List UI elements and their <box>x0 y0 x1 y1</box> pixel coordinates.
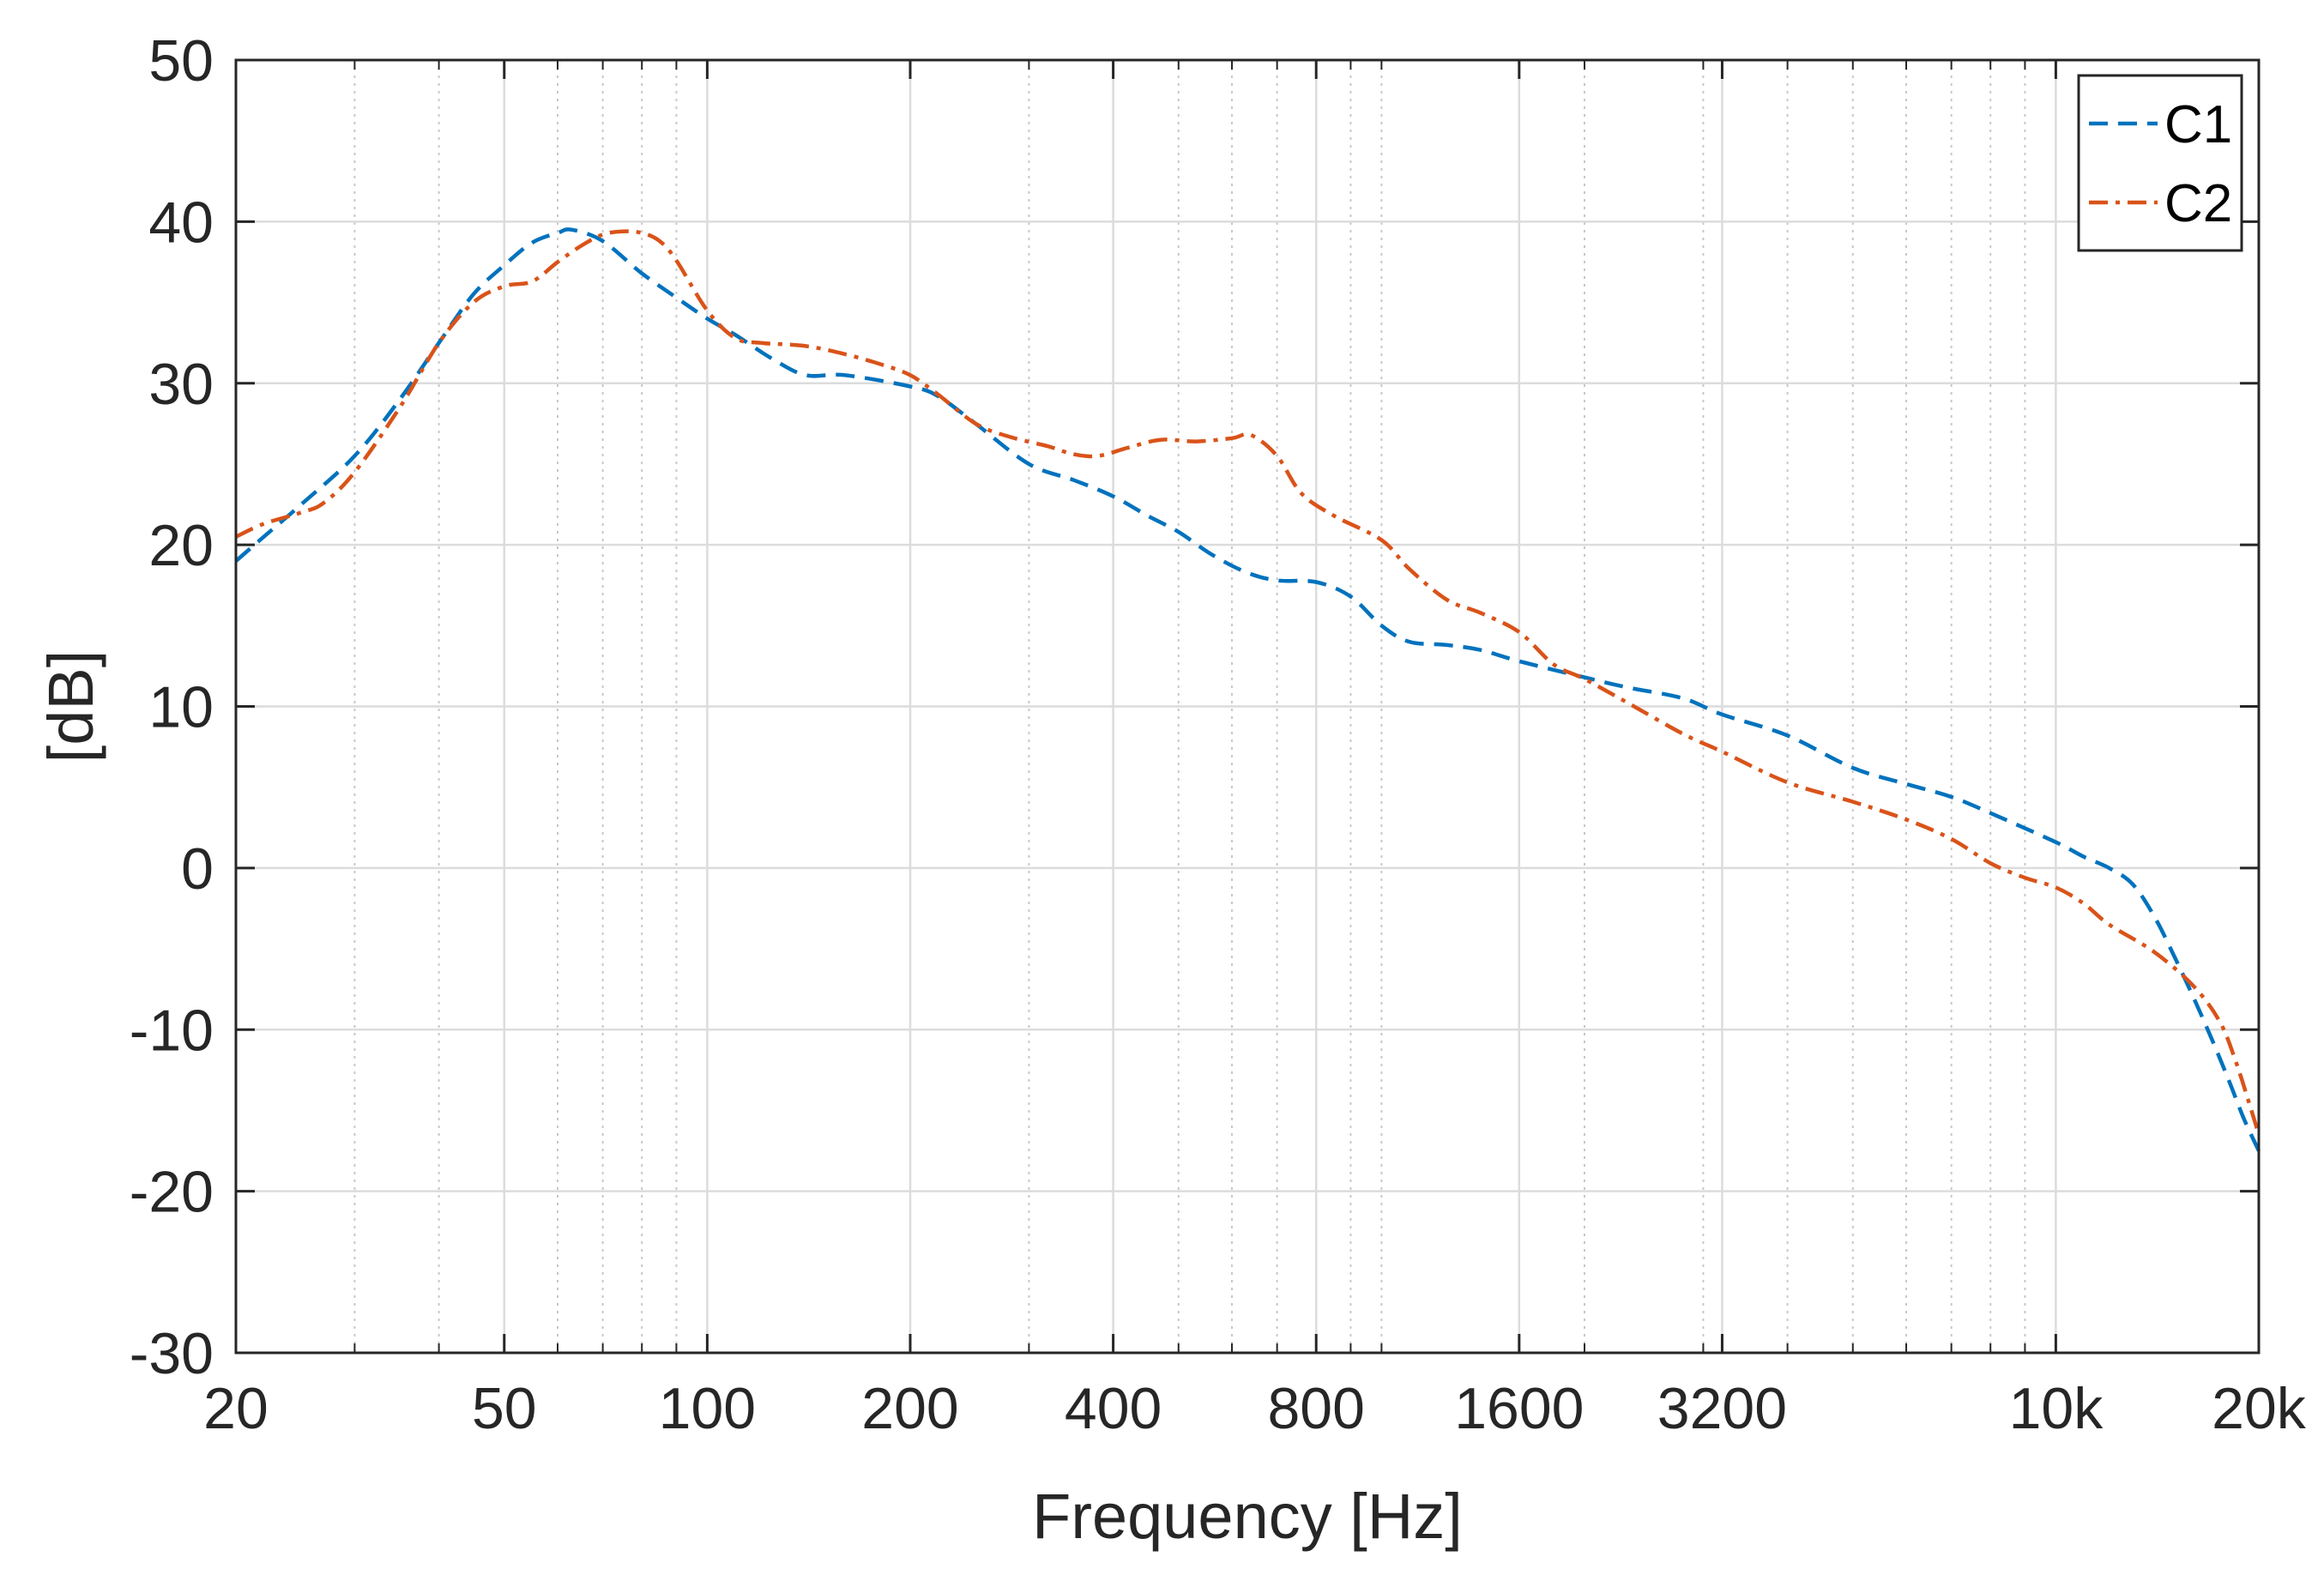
x-tick-label: 1600 <box>1454 1376 1584 1441</box>
x-tick-label: 20k <box>2212 1376 2307 1441</box>
legend-label-c1: C1 <box>2164 95 2232 154</box>
x-tick-label: 400 <box>1065 1376 1162 1441</box>
legend-label-c2: C2 <box>2164 174 2232 233</box>
x-tick-label: 50 <box>472 1376 537 1441</box>
x-tick-label: 100 <box>659 1376 756 1441</box>
y-tick-label: 0 <box>181 836 214 902</box>
y-tick-label: 50 <box>148 28 214 94</box>
legend-box <box>2077 74 2243 252</box>
y-tick-label: 30 <box>148 352 214 417</box>
x-tick-labels: 20 50 100 200 400 800 1600 3200 10k 20k <box>203 1376 2307 1441</box>
y-tick-labels: 50 40 30 20 10 0 -10 -20 -30 <box>130 28 214 1386</box>
y-tick-label: 10 <box>148 675 214 740</box>
x-tick-label: 800 <box>1267 1376 1364 1441</box>
x-tick-label: 200 <box>861 1376 958 1441</box>
series-line-c2 <box>235 229 2261 1136</box>
series-layer <box>234 227 2261 1152</box>
y-tick-label: -10 <box>130 998 214 1063</box>
x-tick-label: 20 <box>203 1376 269 1441</box>
y-tick-label: -30 <box>130 1321 214 1386</box>
y-tick-label: 20 <box>148 513 214 578</box>
x-tick-label: 3200 <box>1657 1376 1787 1441</box>
y-tick-label: 40 <box>148 190 214 255</box>
x-tick-label: 10k <box>2009 1376 2104 1441</box>
y-tick-label: -20 <box>130 1160 214 1225</box>
tick-marks <box>234 58 2261 1355</box>
y-axis-title: [dB] <box>35 650 106 763</box>
x-axis-title: Frequency [Hz] <box>1032 1481 1463 1552</box>
